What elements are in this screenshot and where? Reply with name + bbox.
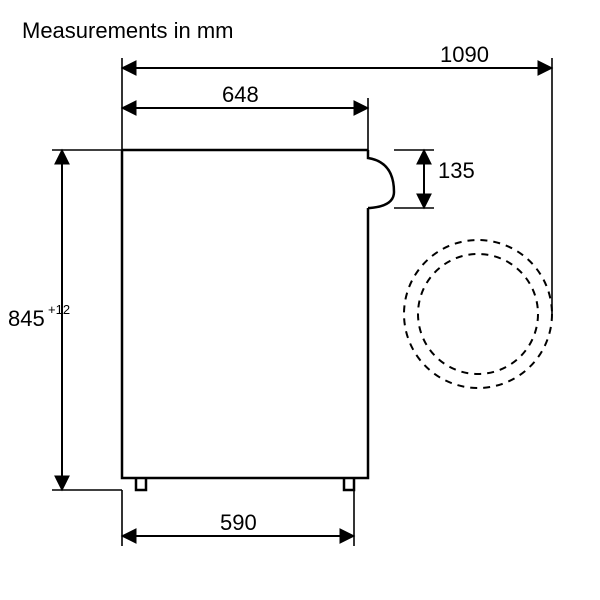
dim-height-tol: +12 [48,302,70,317]
dimension-labels: 1090 648 135 590 845 +12 [8,42,489,535]
dimension-lines [62,68,552,536]
door-swing [404,240,552,388]
dim-height: 845 [8,306,45,331]
dim-depth-body: 648 [222,82,259,107]
diagram-svg: 1090 648 135 590 845 +12 [0,0,600,600]
appliance-body [122,150,394,490]
dim-width: 590 [220,510,257,535]
dim-depth-full: 1090 [440,42,489,67]
diagram-canvas: Measurements in mm [0,0,600,600]
diagram-title: Measurements in mm [22,18,234,44]
witness-lines [52,58,552,546]
dim-panel-height: 135 [438,158,475,183]
